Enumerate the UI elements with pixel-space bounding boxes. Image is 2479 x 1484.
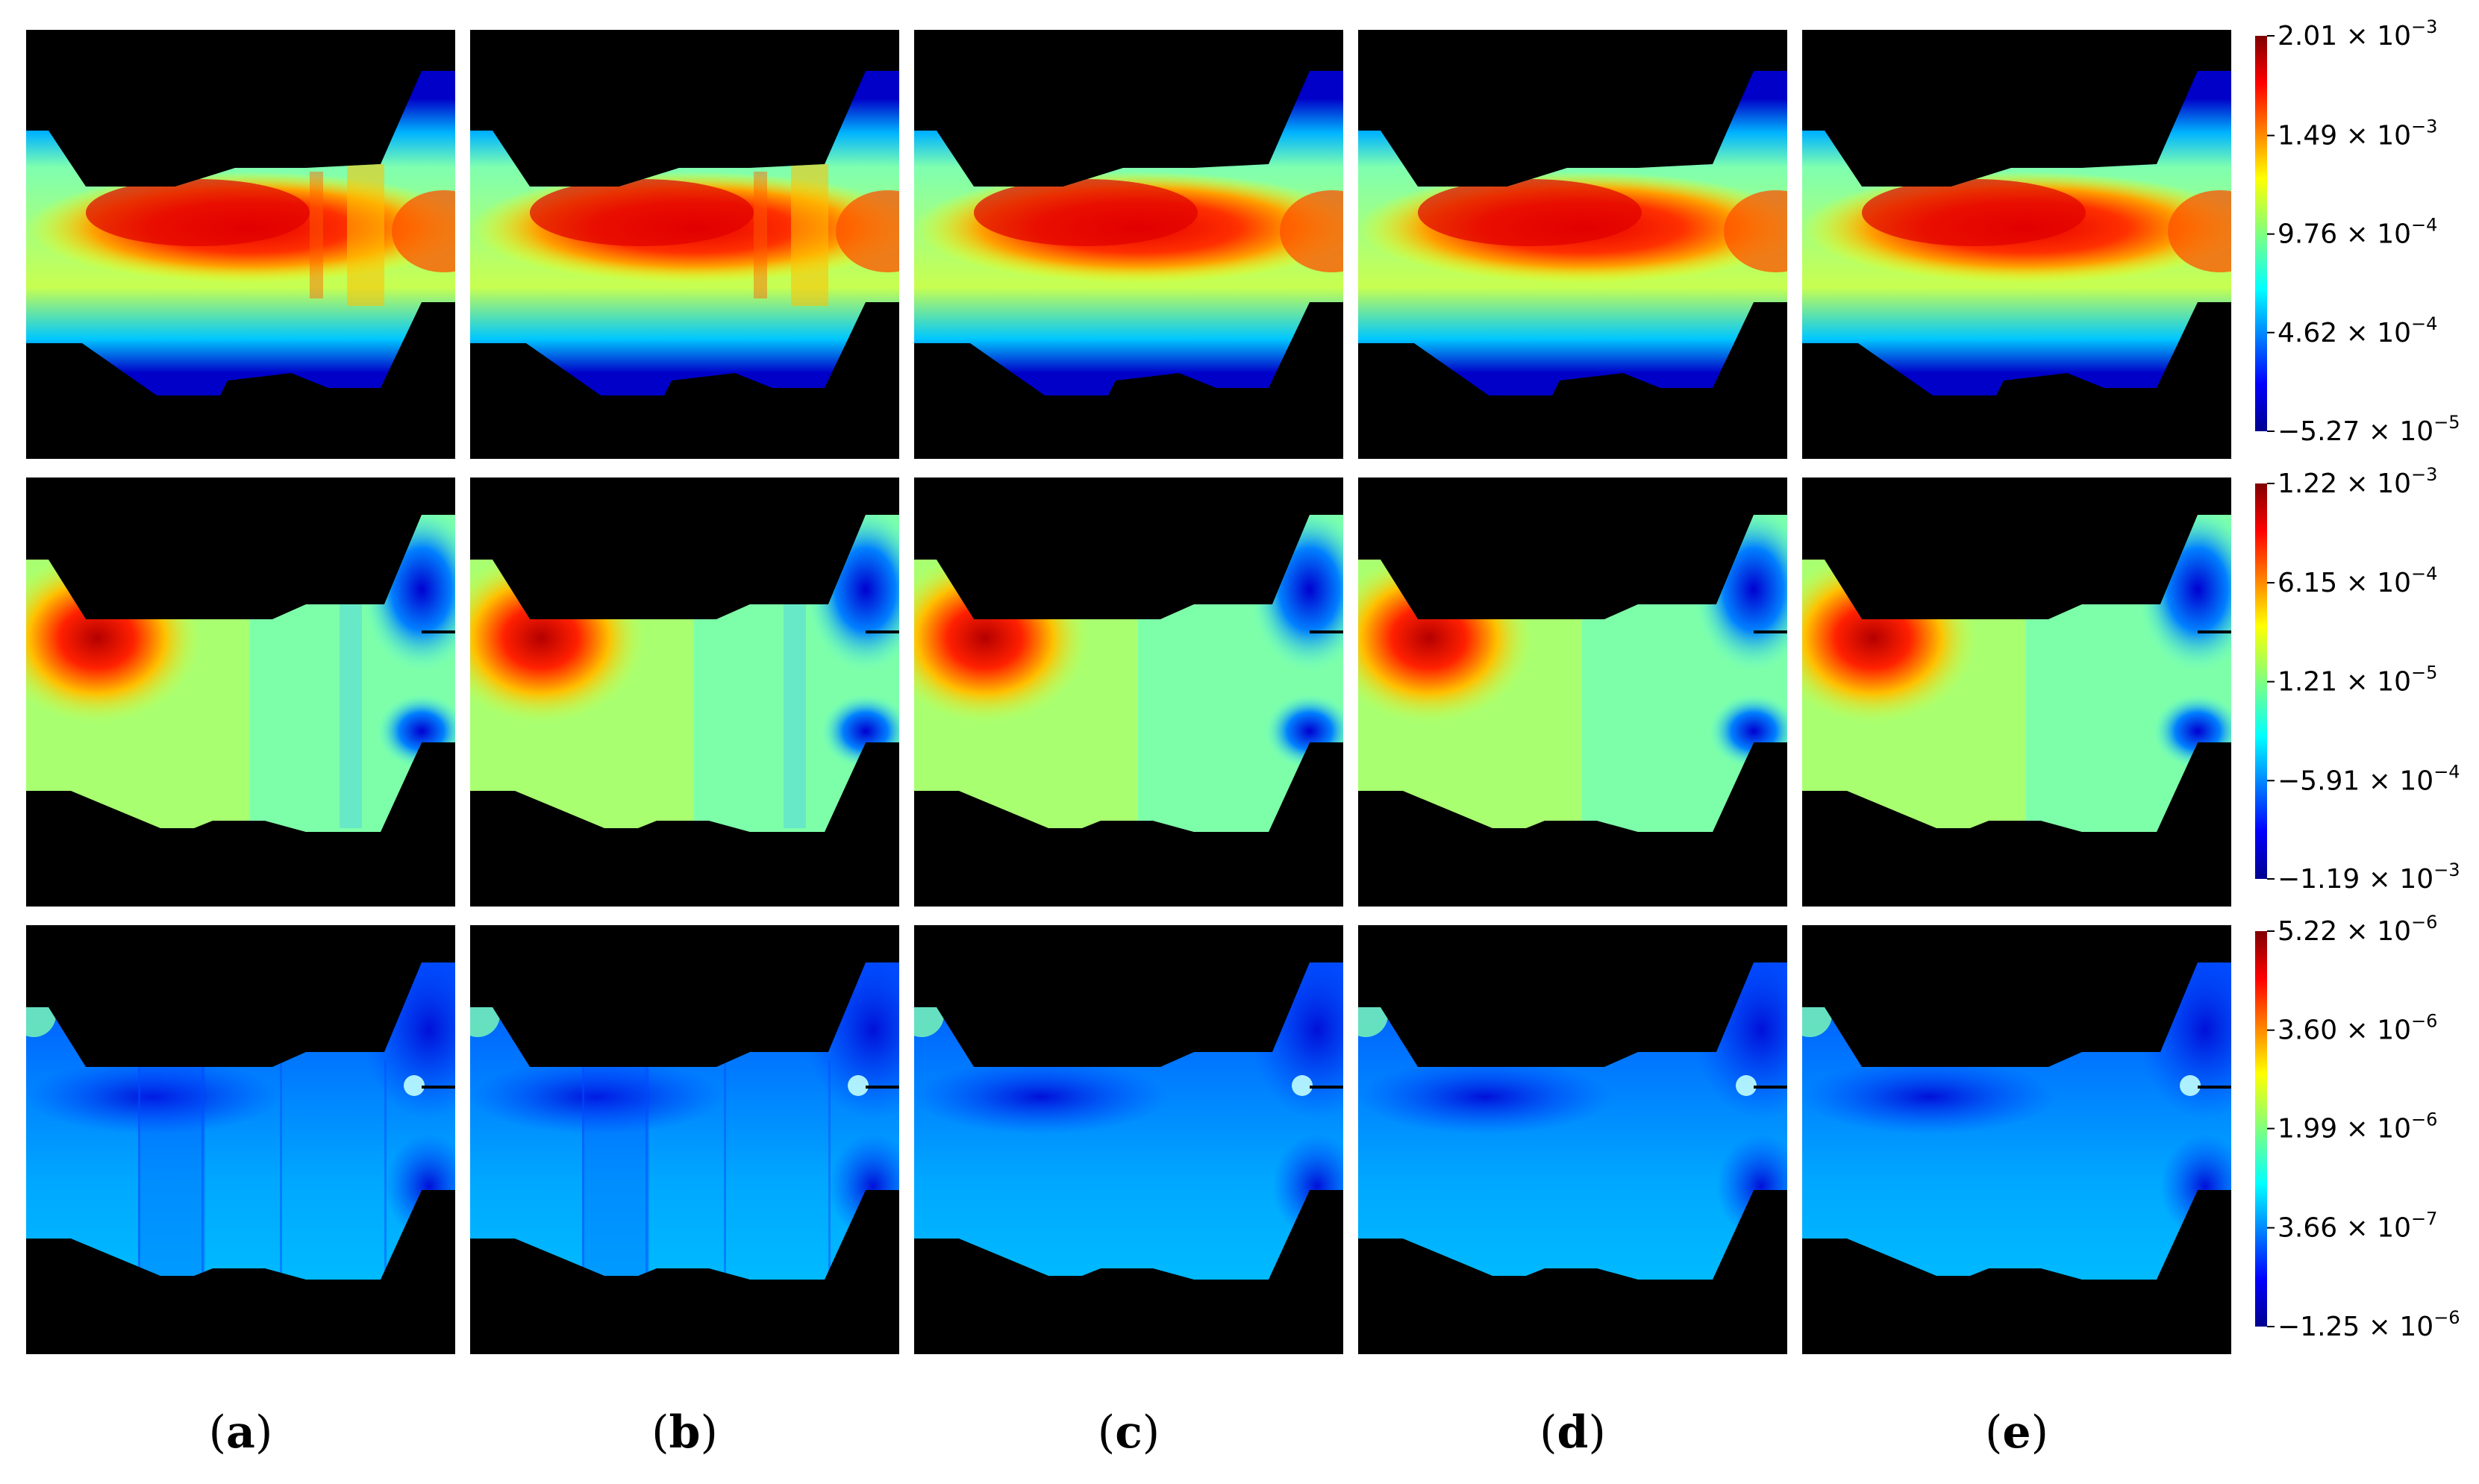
colorbar-tick-label: 6.15 × 10−4 <box>2278 563 2437 598</box>
subfigure-label-d: (d) <box>1539 1406 1606 1459</box>
heatmap-panel-1-c <box>914 30 1343 459</box>
heatmap-panel-3-b <box>470 925 899 1354</box>
colorbar-2: 1.22 × 10−3 6.15 × 10−4 1.21 × 10−5 −5.91 ×… <box>2255 464 2460 895</box>
panel-grid <box>26 30 2231 1354</box>
heatmap-panel-2-c <box>914 478 1343 907</box>
colorbar-tick-label: 1.21 × 10−5 <box>2278 663 2437 698</box>
colorbar-1: 2.01 × 10−3 1.49 × 10−3 9.76 × 10−4 4.62 × … <box>2255 16 2460 447</box>
colorbar-tick-label: 1.99 × 10−6 <box>2278 1109 2437 1145</box>
heatmap-panel-1-e <box>1802 30 2231 459</box>
colorbar-tick-label: 5.22 × 10−6 <box>2278 912 2437 947</box>
subfigure-label-b: (b) <box>651 1406 718 1459</box>
colorbar-tick-label: 3.60 × 10−6 <box>2278 1011 2437 1046</box>
heatmap-panel-3-a <box>26 925 455 1354</box>
colorbar-tick-label: 2.01 × 10−3 <box>2278 16 2437 51</box>
colorbar-gradient <box>2255 931 2267 1327</box>
heatmap-panel-2-a <box>26 478 455 907</box>
colorbar-tick-label: 9.76 × 10−4 <box>2278 215 2437 250</box>
colorbar-tick-label: −1.25 × 10−6 <box>2278 1307 2460 1342</box>
subfigure-label-c: (c) <box>1098 1406 1160 1459</box>
colorbar-tick-label: −1.19 × 10−3 <box>2278 860 2460 895</box>
colorbar-tick-label: −5.91 × 10−4 <box>2278 761 2460 796</box>
heatmap-panel-3-c <box>914 925 1343 1354</box>
heatmap-panel-2-d <box>1358 478 1787 907</box>
colorbar-tick-label: 4.62 × 10−4 <box>2278 313 2437 348</box>
heatmap-panel-1-d <box>1358 30 1787 459</box>
heatmap-panel-2-e <box>1802 478 2231 907</box>
colorbar-tick-label: −5.27 × 10−5 <box>2278 412 2460 447</box>
subfigure-labels: (a) (b) (c) (d) (e) <box>209 1406 2048 1459</box>
heatmap-panel-1-a <box>26 30 455 459</box>
colorbar-tick-label: 1.22 × 10−3 <box>2278 464 2437 499</box>
colorbar-3: 5.22 × 10−6 3.60 × 10−6 1.99 × 10−6 3.66 × … <box>2255 912 2460 1342</box>
heatmap-panel-2-b <box>470 478 899 907</box>
heatmap-panel-3-d <box>1358 925 1787 1354</box>
subfigure-label-e: (e) <box>1985 1406 2048 1459</box>
colorbars: 2.01 × 10−3 1.49 × 10−3 9.76 × 10−4 4.62 × … <box>2255 16 2460 1342</box>
colorbar-gradient <box>2255 483 2267 879</box>
colorbar-gradient <box>2255 36 2267 431</box>
colorbar-tick-label: 3.66 × 10−7 <box>2278 1209 2437 1244</box>
heatmap-panel-3-e <box>1802 925 2231 1354</box>
heatmap-panel-1-b <box>470 30 899 459</box>
colorbar-tick-label: 1.49 × 10−3 <box>2278 116 2437 151</box>
subfigure-label-a: (a) <box>209 1406 273 1459</box>
